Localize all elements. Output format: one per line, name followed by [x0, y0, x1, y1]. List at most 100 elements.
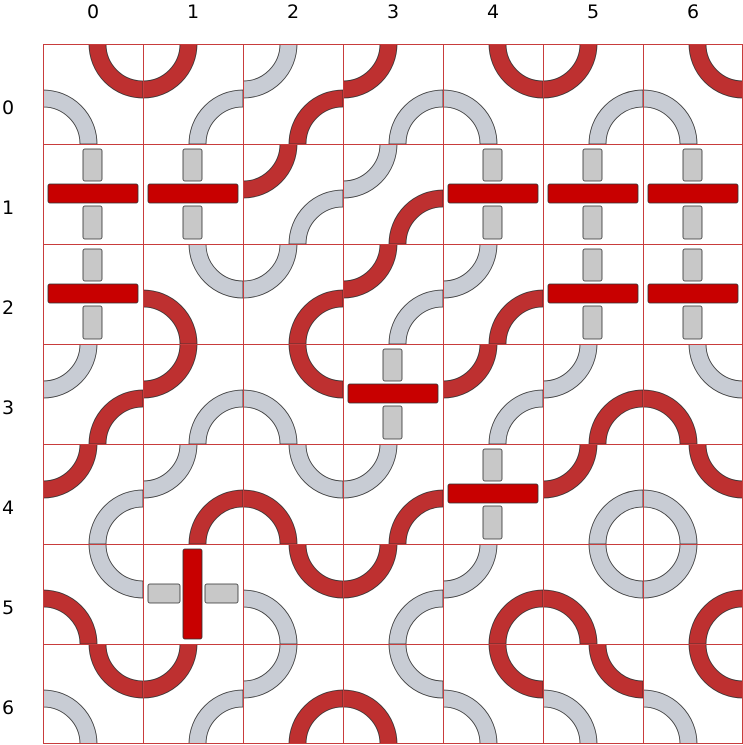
curved-pipe-icon	[643, 544, 743, 644]
tile-r4-c6[interactable]	[643, 444, 743, 544]
tile-r6-c4[interactable]	[443, 644, 543, 744]
tile-r1-c6[interactable]	[643, 144, 743, 244]
tile-r0-c1[interactable]	[143, 44, 243, 144]
active-straight	[182, 548, 203, 640]
tile-r6-c3[interactable]	[343, 644, 443, 744]
tile-r2-c5[interactable]	[543, 244, 643, 344]
inactive-straight-1	[204, 583, 239, 604]
inactive-straight-1	[82, 305, 103, 340]
tile-r0-c2[interactable]	[243, 44, 343, 144]
active-arc-br	[188, 489, 243, 544]
tile-r5-c0[interactable]	[43, 544, 143, 644]
tile-r2-c1[interactable]	[143, 244, 243, 344]
active-straight	[647, 283, 739, 304]
column-label-3: 3	[386, 1, 400, 23]
tile-r4-c4[interactable]	[443, 444, 543, 544]
inactive-straight-1	[482, 505, 503, 540]
tile-r2-c3[interactable]	[343, 244, 443, 344]
tile-r0-c6[interactable]	[643, 44, 743, 144]
tile-r1-c3[interactable]	[343, 144, 443, 244]
active-arc-bl	[343, 689, 398, 744]
inactive-arc-tr	[88, 544, 143, 599]
active-arc-tl	[343, 44, 398, 99]
tile-r5-c4[interactable]	[443, 544, 543, 644]
cross-pipe-icon	[147, 148, 239, 240]
curved-pipe-icon	[143, 44, 243, 144]
tile-r4-c1[interactable]	[143, 444, 243, 544]
curved-pipe-icon	[243, 544, 343, 644]
tile-r5-c3[interactable]	[343, 544, 443, 644]
curved-pipe-icon	[43, 344, 143, 444]
inactive-straight-0	[582, 148, 603, 182]
inactive-arc-bl	[43, 689, 98, 744]
tile-r4-c0[interactable]	[43, 444, 143, 544]
tile-r4-c3[interactable]	[343, 444, 443, 544]
tile-r5-c6[interactable]	[643, 544, 743, 644]
inactive-arc-br	[388, 89, 443, 144]
active-arc-tr	[88, 644, 143, 699]
active-arc-tl	[443, 344, 498, 399]
tile-r0-c0[interactable]	[43, 44, 143, 144]
inactive-arc-tl	[143, 444, 198, 499]
active-arc-bl	[643, 389, 698, 444]
tile-r2-c2[interactable]	[243, 244, 343, 344]
tile-r3-c6[interactable]	[643, 344, 743, 444]
tile-r3-c4[interactable]	[443, 344, 543, 444]
tile-r3-c2[interactable]	[243, 344, 343, 444]
active-arc-br	[288, 289, 343, 344]
curved-pipe-icon	[243, 44, 343, 144]
tile-r1-c1[interactable]	[143, 144, 243, 244]
tile-r5-c1[interactable]	[143, 544, 243, 644]
tile-r6-c1[interactable]	[143, 644, 243, 744]
row-label-5: 5	[1, 597, 15, 619]
tile-r0-c5[interactable]	[543, 44, 643, 144]
active-arc-br	[488, 289, 543, 344]
tile-r6-c2[interactable]	[243, 644, 343, 744]
curved-pipe-icon	[243, 144, 343, 244]
tile-r1-c2[interactable]	[243, 144, 343, 244]
tile-r2-c6[interactable]	[643, 244, 743, 344]
active-arc-tl	[243, 144, 298, 199]
inactive-straight-1	[682, 305, 703, 340]
tile-r1-c0[interactable]	[43, 144, 143, 244]
tile-r3-c5[interactable]	[543, 344, 643, 444]
tile-r3-c1[interactable]	[143, 344, 243, 444]
row-label-1: 1	[1, 197, 15, 219]
tile-r4-c5[interactable]	[543, 444, 643, 544]
tile-r6-c0[interactable]	[43, 644, 143, 744]
inactive-arc-tr	[588, 544, 643, 599]
inactive-arc-tl	[243, 244, 298, 299]
cross-pipe-icon	[147, 548, 239, 640]
column-label-1: 1	[186, 1, 200, 23]
inactive-arc-bl	[443, 689, 498, 744]
curved-pipe-icon	[543, 544, 643, 644]
tile-r3-c0[interactable]	[43, 344, 143, 444]
curved-pipe-icon	[243, 444, 343, 544]
tile-r4-c2[interactable]	[243, 444, 343, 544]
inactive-straight-0	[382, 348, 403, 382]
tile-r1-c4[interactable]	[443, 144, 543, 244]
tile-r6-c5[interactable]	[543, 644, 643, 744]
tile-r1-c5[interactable]	[543, 144, 643, 244]
curved-pipe-icon	[143, 444, 243, 544]
curved-pipe-icon	[543, 44, 643, 144]
inactive-arc-tl	[343, 444, 398, 499]
tile-r5-c5[interactable]	[543, 544, 643, 644]
cross-pipe-icon	[447, 148, 539, 240]
tile-r2-c4[interactable]	[443, 244, 543, 344]
tile-r6-c6[interactable]	[643, 644, 743, 744]
tile-r0-c4[interactable]	[443, 44, 543, 144]
active-arc-bl	[543, 589, 598, 644]
curved-pipe-icon	[43, 444, 143, 544]
tile-r2-c0[interactable]	[43, 244, 143, 344]
inactive-arc-br	[188, 689, 243, 744]
active-arc-tr	[288, 544, 343, 599]
curved-pipe-icon	[43, 44, 143, 144]
active-arc-tr	[288, 344, 343, 399]
tile-r5-c2[interactable]	[243, 544, 343, 644]
tile-r3-c3[interactable]	[343, 344, 443, 444]
tile-r0-c3[interactable]	[343, 44, 443, 144]
curved-pipe-icon	[643, 644, 743, 744]
active-straight	[47, 283, 139, 304]
cross-pipe-icon	[347, 348, 439, 440]
